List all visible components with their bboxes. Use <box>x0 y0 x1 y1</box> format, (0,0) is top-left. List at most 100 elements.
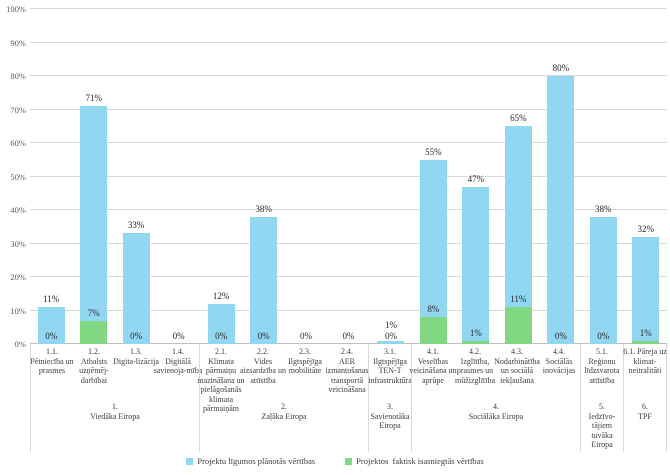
gridline <box>30 8 667 9</box>
y-tick-label: 10% <box>10 305 26 316</box>
bar-planned <box>589 216 617 344</box>
bar-actual <box>462 340 490 344</box>
y-axis: 0% 10% 20% 30% 40% 50% 60% 70% 80% 90% 100% <box>0 4 26 349</box>
category-label-row: 4.1. Veselības veicināšana un aprūpe 4.2. I… <box>409 344 580 402</box>
bar-value-label-actual: 0% <box>597 331 610 341</box>
category-label: 4.2. Izglītība, prasmes un mūžizglītība <box>454 347 496 402</box>
bar-planned <box>37 307 65 344</box>
category-text: Veselības veicināšana un aprūpe <box>409 356 457 385</box>
legend-label-actual: Projektos faktisk isasniegtās vērtības <box>356 456 484 466</box>
y-tick-label: 100% <box>6 4 26 14</box>
y-tick-label: 60% <box>10 138 26 148</box>
legend: Projektu līgumos plānotās vērtības Projek… <box>0 456 670 466</box>
gridline <box>30 209 667 210</box>
category-label: 2.2. Vides aizsardzība un attīstība <box>240 347 286 402</box>
category-label: 1.4. Digitālā savienoja-mība <box>154 347 203 402</box>
category-text: Nodarbinātība un sociālā iekļaušana <box>494 356 540 385</box>
bar-actual <box>80 320 108 344</box>
bar-value-label-actual: 7% <box>87 307 100 318</box>
bar-value-label-planned: 0% <box>172 331 185 341</box>
category-label-row: 3.1. Ilgtspējīga TEN-T infrastruktūra <box>368 344 412 402</box>
group-text: Viedāka Eiropa <box>90 411 140 421</box>
category-label: 1.2. Atbalsts uzņēmēj-darbībai <box>73 347 115 402</box>
group-label: 2. Zaļāka Eiropa <box>200 402 368 421</box>
y-tick-label: 20% <box>10 272 26 282</box>
bar-actual <box>632 340 660 344</box>
group-text: Savienotāka Eiropa <box>370 411 410 431</box>
bar-value-label-actual: 0% <box>45 331 58 341</box>
legend-item-planned: Projektu līgumos plānotās vērtības <box>186 456 315 466</box>
category-number: 2.2. <box>257 347 269 356</box>
bar-value-label-planned: 32% <box>637 223 655 234</box>
bar-value-label-actual: 11% <box>510 294 527 305</box>
group-label: 4. Sociālāka Eiropa <box>412 402 580 421</box>
bar-actual <box>504 307 532 344</box>
group-text: TPF <box>638 411 652 421</box>
category-label: 6.1. Pāreja uz klimat-neitralitāti <box>623 347 667 402</box>
group-label: 5. Iedzīvo-tājiem tuvāka Eiropa <box>581 402 623 450</box>
bar-actual <box>419 317 447 344</box>
bar-planned <box>462 186 490 344</box>
bar-planned <box>377 340 405 344</box>
category-number: 4.2. <box>469 347 481 356</box>
bar-value-label-actual: 0% <box>554 331 567 341</box>
bar-value-label-planned: 47% <box>467 173 485 184</box>
bar-planned <box>122 233 150 344</box>
axis-group: 2.1. Klimata pārmaiņu mazināšana un pielā… <box>197 344 369 452</box>
category-label: 2.3. Ilgtspējīga mobilitāte <box>284 347 326 402</box>
category-number: 4.1. <box>427 347 439 356</box>
bar-value-label-planned: 38% <box>255 203 272 214</box>
bar-value-label-actual: 0% <box>130 331 143 341</box>
bar-value-label-actual: 1% <box>469 327 482 338</box>
category-label-row: 6.1. Pāreja uz klimat-neitralitāti <box>623 344 667 402</box>
category-number: 1.1. <box>46 347 58 356</box>
category-number: 3.1. <box>384 347 396 356</box>
bar-value-label-planned: 80% <box>552 63 570 73</box>
legend-label-planned: Projektu līgumos plānotās vērtības <box>197 456 316 466</box>
y-tick-label: 30% <box>10 238 26 249</box>
y-tick-label: 80% <box>10 71 26 81</box>
group-label: 1. Viedāka Eiropa <box>31 402 199 421</box>
category-text: Reģionu līdzsvarota attīstība <box>584 356 620 385</box>
bar-value-label-actual: 0% <box>257 331 270 341</box>
group-text: Zaļāka Eiropa <box>261 411 307 421</box>
axis-group: 1.1. Pētniecība un prasmes 1.2. Atbalsts uz… <box>30 344 203 452</box>
bar-planned <box>250 216 278 344</box>
category-number: 4.3. <box>511 347 523 356</box>
bar-value-label-planned: 1% <box>384 320 397 330</box>
category-label: 4.1. Veselības veicināšana un aprūpe <box>409 347 456 402</box>
category-text: Ilgtspējīga TEN-T infrastruktūra <box>368 356 412 385</box>
axis-group: 4.1. Veselības veicināšana un aprūpe 4.2. I… <box>409 344 580 452</box>
group-text: Iedzīvo-tājiem tuvāka Eiropa <box>588 411 616 450</box>
bar-value-label-planned: 71% <box>85 93 102 104</box>
legend-item-actual: Projektos faktisk isasniegtās vērtības <box>345 456 484 466</box>
category-label: 2.1. Klimata pārmaiņu mazināšana un pielā… <box>197 347 244 413</box>
category-text: Atbalsts uzņēmēj-darbībai <box>79 356 109 385</box>
bar-planned <box>207 303 235 344</box>
bar-value-label-planned: 38% <box>595 203 612 214</box>
group-number: 5. <box>599 402 605 411</box>
gridline <box>30 41 667 43</box>
category-label-row: 5.1. Reģionu līdzsvarota attīstība <box>581 344 623 402</box>
category-number: 1.2. <box>88 347 100 356</box>
bar-value-label-planned: 0% <box>300 331 313 341</box>
axis-group: 5.1. Reģionu līdzsvarota attīstība 5. Iedzī… <box>580 344 623 452</box>
gridline <box>30 242 667 244</box>
plot-area: 11% 0% 71% 7% 33% 0% 0% 12% 0% 38% 0% 0% 0% 1% 0% 55% 8%… <box>30 8 667 344</box>
category-number: 2.1. <box>215 347 227 356</box>
category-text: Pētniecība un prasmes <box>30 356 74 376</box>
category-text: Digitālā savienoja-mība <box>153 356 203 376</box>
gridline <box>30 276 667 277</box>
category-label: 4.3. Nodarbinātība un sociālā iekļaušana <box>494 347 540 402</box>
group-label: 3. Savienotāka Eiropa <box>369 402 411 431</box>
gridline <box>30 142 667 143</box>
gridline <box>30 108 667 110</box>
category-number: 5.1. <box>596 347 608 356</box>
bar-value-label-planned: 0% <box>342 331 355 341</box>
category-text: Izglītība, prasmes un mūžizglītība <box>455 356 495 385</box>
category-label-row: 2.1. Klimata pārmaiņu mazināšana un pielā… <box>197 344 368 413</box>
x-axis-line <box>30 343 667 344</box>
category-number: 4.4. <box>553 347 565 356</box>
category-label: 2.4. AER izmantošanas transportā veicināš… <box>325 347 368 402</box>
bar-planned <box>547 76 575 344</box>
